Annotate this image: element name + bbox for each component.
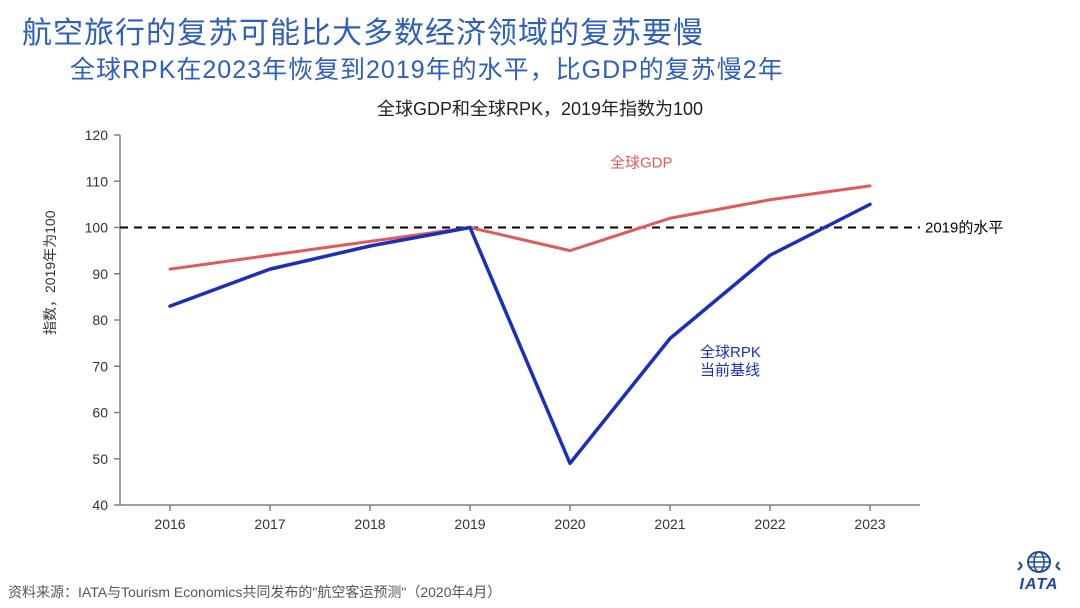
- chart-title: 全球GDP和全球RPK，2019年指数为100: [0, 95, 1080, 121]
- source-footnote: 资料来源：IATA与Tourism Economics共同发布的"航空客运预测"…: [8, 582, 501, 602]
- y-tick-label: 110: [86, 173, 109, 189]
- x-tick-label: 2023: [854, 516, 885, 532]
- y-tick-label: 90: [92, 266, 108, 282]
- y-tick-label: 50: [92, 451, 108, 467]
- y-tick-label: 100: [85, 220, 109, 236]
- rpk-series-label-1: 全球RPK: [700, 343, 761, 361]
- x-tick-label: 2018: [354, 516, 385, 532]
- x-tick-label: 2022: [754, 516, 785, 532]
- y-tick-label: 80: [92, 312, 108, 328]
- iata-logo: IATA: [1016, 548, 1062, 594]
- page-subtitle: 全球RPK在2023年恢复到2019年的水平，比GDP的复苏慢2年: [70, 50, 784, 86]
- iata-logo-text: IATA: [1016, 576, 1062, 594]
- line-chart: 40 50 60 70 80 90 100 110 120 2016 2017 2018 2019 202…: [60, 125, 1020, 545]
- y-tick-label: 40: [92, 497, 108, 513]
- x-tick-label: 2017: [254, 516, 285, 532]
- globe-icon: [1016, 548, 1062, 574]
- y-tick-label: 120: [85, 127, 109, 143]
- rpk-line: [170, 204, 870, 463]
- y-tick-label: 70: [92, 358, 108, 374]
- rpk-series-label-2: 当前基线: [700, 362, 760, 379]
- yaxis-label: 指数，2019年为100: [40, 210, 60, 335]
- gdp-series-label: 全球GDP: [610, 153, 673, 171]
- x-tick-label: 2021: [654, 516, 685, 532]
- page-title: 航空旅行的复苏可能比大多数经济领域的复苏要慢: [22, 8, 704, 52]
- chart-area: 40 50 60 70 80 90 100 110 120 2016 2017 2018 2019 202…: [60, 125, 1020, 545]
- reference-label: 2019的水平: [925, 220, 1003, 237]
- y-tick-label: 60: [92, 405, 108, 421]
- x-tick-label: 2020: [554, 516, 585, 532]
- x-tick-label: 2016: [154, 516, 185, 532]
- x-tick-label: 2019: [454, 516, 485, 532]
